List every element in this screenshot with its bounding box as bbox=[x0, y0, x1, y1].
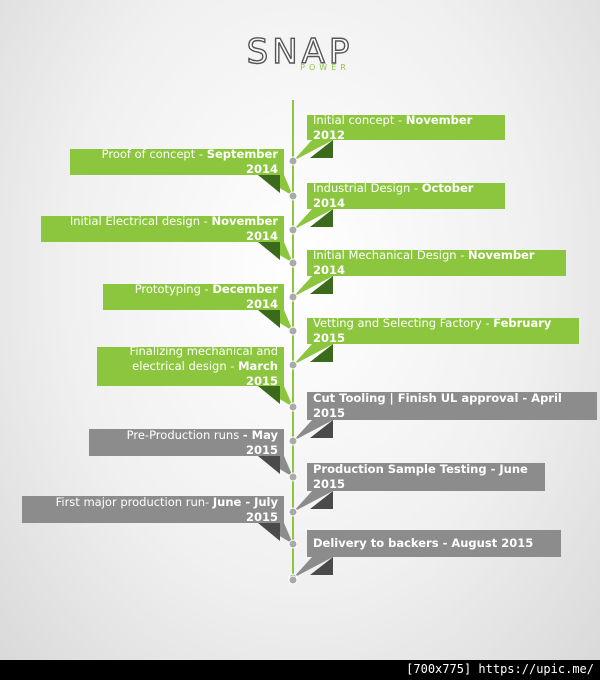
connector bbox=[293, 557, 333, 578]
milestone-label: Production Sample Testing - bbox=[313, 462, 500, 476]
connector bbox=[293, 140, 333, 161]
milestone-text: Vetting and Selecting Factory - February… bbox=[313, 316, 573, 346]
timeline-dot bbox=[288, 539, 298, 549]
milestone-text: Proof of concept - September 2014 bbox=[76, 147, 278, 177]
timeline-dot bbox=[288, 436, 298, 446]
flap bbox=[310, 344, 333, 362]
milestone-date: September 2014 bbox=[206, 147, 283, 176]
timeline-end bbox=[288, 575, 298, 585]
timeline-dot bbox=[288, 472, 298, 482]
milestone-box: Industrial Design - October 2014 bbox=[307, 181, 505, 211]
milestone-text: Pre-Production runs - May 2015 bbox=[95, 428, 278, 458]
milestone-text: Initial Mechanical Design - November 201… bbox=[313, 248, 560, 278]
connector bbox=[293, 420, 333, 441]
logo-tagline: POWER bbox=[300, 63, 350, 72]
milestone-box: Cut Tooling | Finish UL approval - April… bbox=[307, 391, 597, 421]
milestone-box: Initial concept - November 2012 bbox=[307, 113, 505, 143]
connector bbox=[293, 276, 333, 297]
flap bbox=[258, 242, 280, 260]
timeline-dot bbox=[288, 292, 298, 302]
milestone-label: Delivery to backers - bbox=[313, 536, 452, 550]
milestone-label: Initial Mechanical Design - bbox=[313, 248, 469, 262]
milestone-label: Finalizing mechanical and electrical des… bbox=[129, 344, 282, 373]
footer-bar: [700x775] https://upic.me/ bbox=[0, 660, 600, 680]
milestone-text: First major production run- June - July … bbox=[28, 495, 278, 525]
milestone-box: Initial Mechanical Design - November 201… bbox=[307, 248, 566, 278]
milestone-label: Proof of concept - bbox=[101, 147, 207, 161]
timeline-dot bbox=[288, 191, 298, 201]
flap bbox=[258, 523, 280, 541]
connector bbox=[293, 344, 333, 365]
milestone-label: Industrial Design - bbox=[313, 181, 422, 195]
milestone-box: First major production run- June - July … bbox=[22, 495, 284, 525]
milestone-text: Finalizing mechanical and electrical des… bbox=[103, 344, 278, 389]
logo-name: SNAP bbox=[246, 31, 354, 72]
milestone-date: April 2015 bbox=[313, 391, 566, 420]
milestone-date: August 2015 bbox=[451, 536, 534, 550]
milestone-box: Initial Electrical design - November 201… bbox=[41, 214, 284, 244]
milestone-label: Initial concept - bbox=[313, 112, 406, 127]
milestone-box: Pre-Production runs - May 2015 bbox=[89, 428, 284, 458]
flap bbox=[310, 276, 333, 294]
milestone-box: Vetting and Selecting Factory - February… bbox=[307, 316, 579, 346]
milestone-date: November 2012 bbox=[313, 112, 477, 142]
flap bbox=[310, 420, 333, 438]
milestone-label: First major production run- bbox=[55, 494, 213, 509]
milestone-date: June - July 2015 bbox=[212, 494, 283, 524]
timeline-dot bbox=[288, 326, 298, 336]
milestone-label: Pre-Production runs bbox=[126, 427, 243, 442]
milestone-date: December 2014 bbox=[212, 282, 283, 311]
milestone-box: Production Sample Testing - June 2015 bbox=[307, 462, 545, 492]
flap bbox=[310, 557, 333, 575]
flap bbox=[258, 175, 280, 193]
timeline-dot bbox=[288, 225, 298, 235]
milestone-label: Prototyping - bbox=[134, 282, 213, 296]
milestone-label: Cut Tooling | Finish UL approval - bbox=[313, 391, 532, 405]
flap bbox=[310, 209, 333, 227]
footer-text: [700x775] https://upic.me/ bbox=[406, 662, 594, 676]
milestone-box: Prototyping - December 2014 bbox=[103, 282, 284, 312]
milestone-date: June 2015 bbox=[313, 462, 532, 491]
milestone-date: - May 2015 bbox=[242, 427, 283, 457]
timeline-graphics bbox=[258, 100, 333, 585]
flap bbox=[258, 310, 280, 328]
milestone-text: Initial Electrical design - November 201… bbox=[47, 214, 278, 244]
milestone-label: Vetting and Selecting Factory - bbox=[313, 316, 494, 330]
flap bbox=[310, 140, 333, 158]
timeline-dot bbox=[288, 258, 298, 268]
milestone-date: November 2014 bbox=[211, 214, 283, 243]
flap bbox=[258, 386, 280, 404]
milestone-text: Cut Tooling | Finish UL approval - April… bbox=[313, 391, 591, 421]
milestone-text: Industrial Design - October 2014 bbox=[313, 181, 499, 211]
flap bbox=[310, 491, 333, 509]
timeline-dot bbox=[288, 507, 298, 517]
timeline-dot bbox=[288, 360, 298, 370]
milestone-date: March 2015 bbox=[238, 359, 283, 388]
milestone-date: October 2014 bbox=[313, 181, 478, 210]
connector bbox=[293, 491, 333, 512]
milestone-text: Production Sample Testing - June 2015 bbox=[313, 462, 539, 492]
milestone-text: Prototyping - December 2014 bbox=[109, 282, 278, 312]
flap bbox=[258, 456, 280, 474]
timeline-dot bbox=[288, 402, 298, 412]
connector bbox=[293, 209, 333, 230]
milestone-label: Initial Electrical design - bbox=[69, 214, 212, 228]
milestone-text: Initial concept - November 2012 bbox=[313, 113, 499, 143]
milestone-box: Finalizing mechanical and electrical des… bbox=[97, 344, 284, 389]
milestone-box: Proof of concept - September 2014 bbox=[70, 147, 284, 177]
milestone-text: Delivery to backers - August 2015 bbox=[313, 536, 533, 551]
milestone-box: Delivery to backers - August 2015 bbox=[307, 530, 561, 557]
timeline-dot bbox=[288, 156, 298, 166]
milestone-date: November 2014 bbox=[313, 248, 539, 277]
milestone-date: February 2015 bbox=[313, 316, 556, 345]
